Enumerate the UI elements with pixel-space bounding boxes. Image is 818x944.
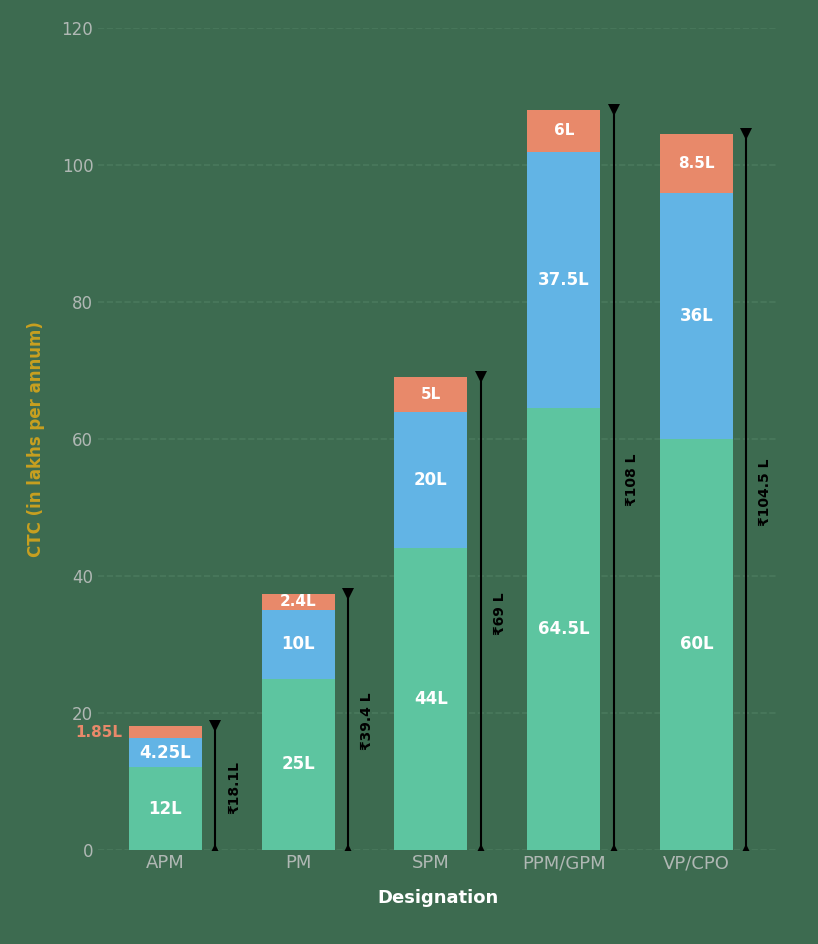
Text: 64.5L: 64.5L bbox=[538, 620, 590, 638]
Bar bbox=[262, 594, 335, 610]
Bar bbox=[129, 767, 202, 850]
Text: 6L: 6L bbox=[554, 124, 574, 139]
Bar bbox=[129, 726, 202, 738]
Bar bbox=[528, 110, 600, 152]
Text: 1.85L: 1.85L bbox=[75, 725, 123, 739]
Text: 36L: 36L bbox=[680, 307, 713, 325]
Bar bbox=[394, 378, 468, 412]
Text: 4.25L: 4.25L bbox=[140, 744, 191, 762]
Text: 44L: 44L bbox=[414, 690, 448, 708]
Text: 37.5L: 37.5L bbox=[538, 271, 590, 289]
Bar bbox=[528, 408, 600, 850]
Text: 20L: 20L bbox=[414, 471, 448, 489]
Bar bbox=[660, 193, 733, 439]
Text: ₹18.1L: ₹18.1L bbox=[227, 761, 241, 814]
Text: ₹39.4 L: ₹39.4 L bbox=[360, 693, 374, 750]
Bar bbox=[262, 679, 335, 850]
Text: 12L: 12L bbox=[149, 800, 182, 818]
X-axis label: Designation: Designation bbox=[377, 889, 498, 907]
Text: 2.4L: 2.4L bbox=[280, 595, 317, 609]
Text: 10L: 10L bbox=[281, 635, 315, 653]
Text: ₹108 L: ₹108 L bbox=[626, 454, 640, 506]
Text: 5L: 5L bbox=[421, 387, 441, 402]
Bar bbox=[394, 548, 468, 850]
Bar bbox=[660, 439, 733, 850]
Bar bbox=[660, 134, 733, 193]
Bar bbox=[262, 610, 335, 679]
Bar bbox=[129, 738, 202, 767]
Text: 25L: 25L bbox=[281, 755, 315, 773]
Y-axis label: CTC (in lakhs per annum): CTC (in lakhs per annum) bbox=[27, 321, 45, 557]
Bar bbox=[528, 152, 600, 408]
Text: ₹69 L: ₹69 L bbox=[492, 592, 506, 634]
Bar bbox=[394, 412, 468, 548]
Text: ₹104.5 L: ₹104.5 L bbox=[758, 458, 772, 526]
Text: 8.5L: 8.5L bbox=[678, 156, 715, 171]
Text: 60L: 60L bbox=[680, 635, 713, 653]
